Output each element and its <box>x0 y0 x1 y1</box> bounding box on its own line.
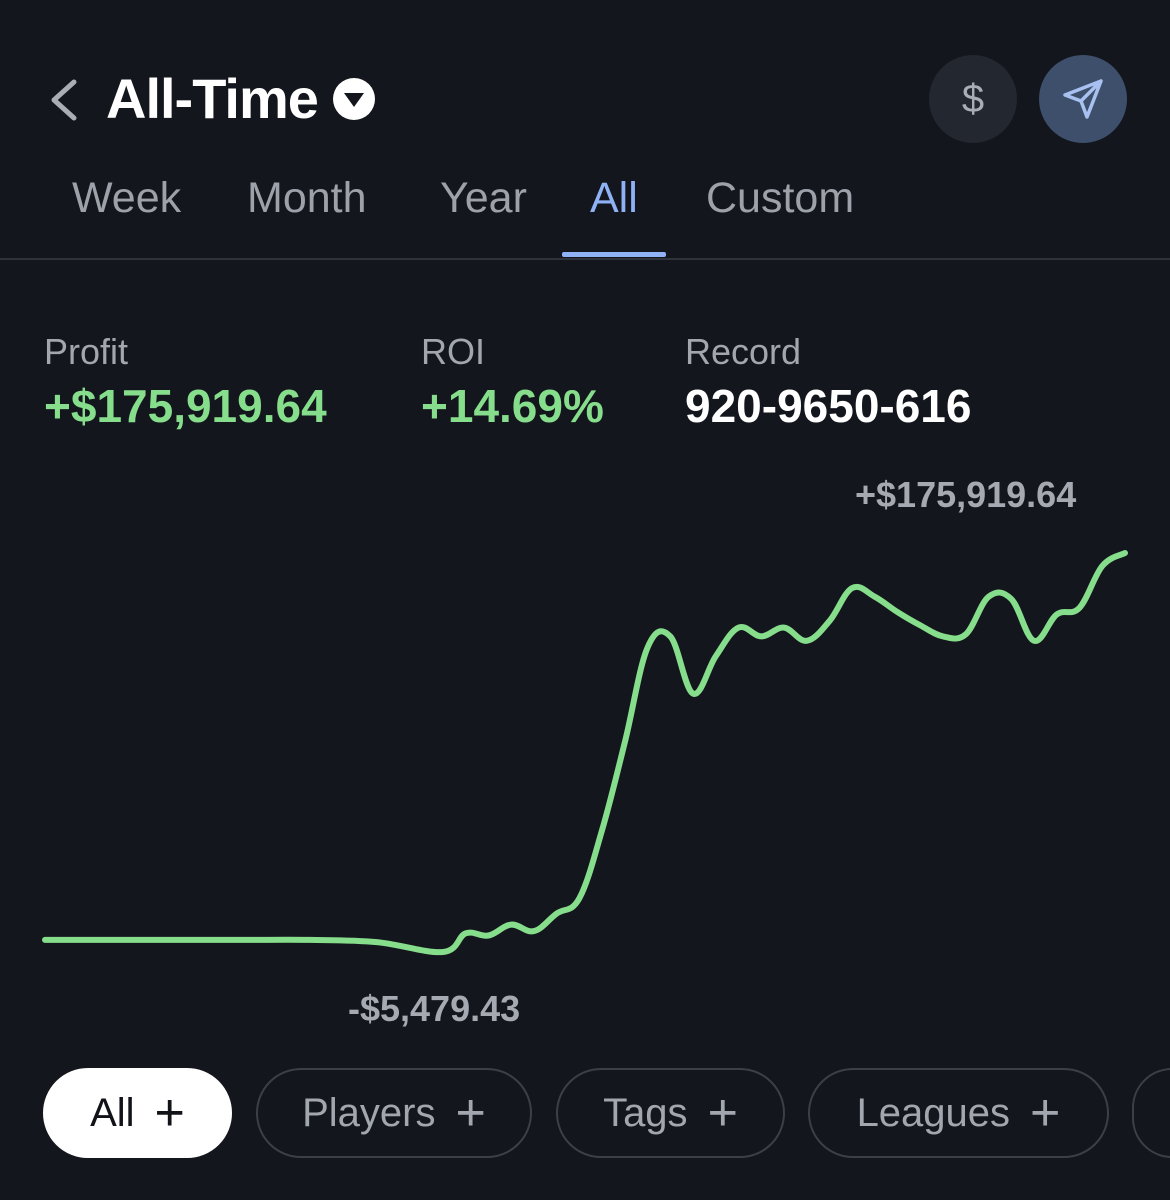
tab-week[interactable]: Week <box>72 174 182 222</box>
back-button[interactable] <box>40 72 90 128</box>
plus-icon: + <box>1030 1084 1061 1142</box>
chevron-left-icon <box>51 79 77 121</box>
roi-stat: ROI +14.69% <box>421 330 604 436</box>
dollar-icon: $ <box>961 76 985 121</box>
record-value: 920-9650-616 <box>685 380 972 432</box>
send-icon <box>1063 79 1103 119</box>
period-tabs: Week Month Year All Custom <box>0 160 1170 260</box>
filter-tags-chip[interactable]: Tags + <box>556 1068 785 1158</box>
tab-year[interactable]: Year <box>440 174 527 222</box>
filter-leagues-chip[interactable]: Leagues + <box>808 1068 1109 1158</box>
filter-players-chip[interactable]: Players + <box>256 1068 532 1158</box>
tab-custom[interactable]: Custom <box>706 174 855 222</box>
share-button[interactable] <box>1039 55 1127 143</box>
filter-chips: All + Players + Tags + Leagues + <box>0 1068 1170 1162</box>
period-selector[interactable]: All-Time <box>106 64 376 134</box>
filter-tags-label: Tags <box>603 1090 688 1135</box>
filter-more-chip[interactable] <box>1132 1068 1170 1158</box>
filter-all-chip[interactable]: All + <box>43 1068 232 1158</box>
plus-icon: + <box>455 1084 486 1142</box>
caret-down-circle-icon <box>332 78 375 120</box>
roi-label: ROI <box>421 331 486 372</box>
header: All-Time $ <box>0 0 1170 150</box>
chart-max-label: +$175,919.64 <box>855 474 1077 515</box>
plus-icon: + <box>707 1084 738 1142</box>
roi-value: +14.69% <box>421 380 604 432</box>
currency-button[interactable]: $ <box>929 55 1017 143</box>
plus-icon: + <box>154 1084 185 1142</box>
filter-players-label: Players <box>302 1090 436 1135</box>
profit-label: Profit <box>44 331 129 372</box>
profit-value: +$175,919.64 <box>44 380 327 432</box>
profit-stat: Profit +$175,919.64 <box>44 330 327 436</box>
page-title: All-Time <box>106 67 319 130</box>
tab-all[interactable]: All <box>562 172 666 257</box>
record-stat: Record 920-9650-616 <box>685 330 971 436</box>
profit-line <box>42 550 1128 956</box>
filter-leagues-label: Leagues <box>856 1090 1011 1135</box>
chart-min-label: -$5,479.43 <box>348 988 521 1029</box>
tab-month[interactable]: Month <box>247 174 367 222</box>
filter-all-label: All <box>90 1090 135 1135</box>
record-label: Record <box>685 331 802 372</box>
